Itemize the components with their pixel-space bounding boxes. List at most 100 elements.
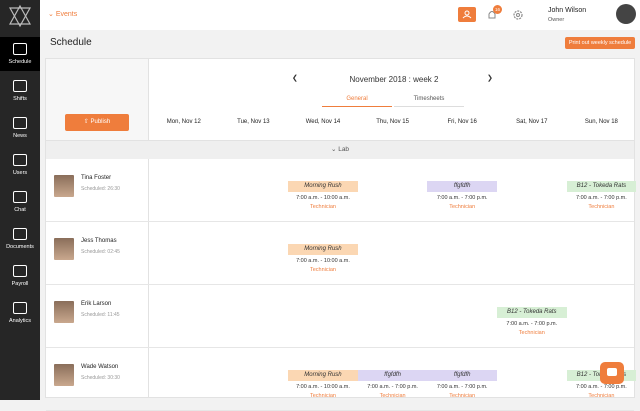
nav-icon: [13, 154, 27, 166]
nav-icon: [13, 191, 27, 203]
nav-item[interactable]: Chat: [0, 185, 40, 219]
employee-hours: Scheduled: 11:45: [81, 312, 120, 318]
day-header: Fri, Nov 16: [447, 119, 477, 125]
employee-hours: Scheduled: 30:30: [81, 375, 120, 381]
user-role: Owner: [548, 17, 565, 23]
employee-name: Wade Watson: [81, 364, 119, 370]
print-button[interactable]: Print out weekly schedule: [565, 37, 635, 49]
shift-time: 7:00 a.m. - 7:00 p.m.: [576, 384, 627, 390]
shift-role: Technician: [449, 393, 476, 399]
logo: [8, 4, 32, 28]
nav-item[interactable]: Schedule: [0, 37, 40, 71]
nav-item[interactable]: Analytics: [0, 296, 40, 330]
nav-label: Shifts: [13, 96, 27, 102]
tab-underline: [322, 106, 392, 107]
employee-hours: Scheduled: 02:45: [81, 249, 120, 255]
user-icon: [462, 10, 472, 19]
week-label: November 2018 : week 2: [349, 75, 439, 84]
employee-name: Tina Foster: [81, 175, 112, 181]
day-header: Sat, Nov 17: [516, 119, 548, 125]
avatar: [54, 364, 74, 386]
group-name: Lab: [338, 146, 350, 153]
nav-icon: [13, 228, 27, 240]
events-link[interactable]: ⌄ Events: [48, 11, 78, 18]
nav-label: Documents: [6, 244, 34, 250]
shift-time: 7:00 a.m. - 7:00 p.m.: [436, 195, 488, 201]
bell-icon[interactable]: [486, 8, 498, 22]
user-name: John Wilson: [548, 7, 587, 14]
divider: [46, 140, 634, 141]
shift-time: 7:00 a.m. - 7:00 p.m.: [367, 384, 418, 390]
chat-button[interactable]: [600, 362, 624, 384]
shift-time: 7:00 a.m. - 10:00 a.m.: [296, 195, 350, 201]
shift-label[interactable]: B12 - Tokeda Rats: [566, 181, 637, 192]
shift-role: Technician: [518, 330, 545, 336]
shift-label[interactable]: ffgfdfh: [427, 181, 497, 192]
tab[interactable]: General: [346, 96, 368, 102]
nav-label: Chat: [14, 207, 26, 213]
shift-label[interactable]: Morning Rush: [288, 181, 358, 192]
tab-underline: [394, 106, 464, 107]
schedule-card: ⇧ Publish ❮ ❯ November 2018 : week 2 ⌄ L…: [45, 58, 637, 411]
nav-icon: [13, 302, 27, 314]
shift-role: Technician: [588, 204, 615, 210]
nav-icon: [13, 80, 27, 92]
prev-week[interactable]: ❮: [292, 75, 298, 82]
shift-label[interactable]: Morning Rush: [288, 370, 358, 381]
nav-item[interactable]: News: [0, 111, 40, 145]
events-text: Events: [55, 11, 78, 18]
shift-label[interactable]: ffgfdfh: [357, 370, 428, 381]
nav-label: Schedule: [8, 59, 32, 65]
nav-item[interactable]: Documents: [0, 222, 40, 256]
shift-time: 7:00 a.m. - 7:00 p.m.: [576, 195, 627, 201]
shift-role: Technician: [449, 204, 476, 210]
shift-time: 7:00 a.m. - 10:00 a.m.: [296, 258, 350, 264]
nav-icon: [13, 265, 27, 277]
nav-icon: [13, 43, 27, 55]
day-header: Mon, Nov 12: [166, 119, 201, 125]
profile-button[interactable]: [458, 7, 476, 22]
notification-badge: 16: [493, 5, 502, 14]
employee-name: Jess Thomas: [81, 238, 117, 244]
tab[interactable]: Timesheets: [413, 96, 445, 102]
shift-label[interactable]: B12 - Tokeda Rats: [497, 307, 567, 318]
employee-name: Erik Larson: [81, 301, 112, 307]
day-header: Tue, Nov 13: [237, 119, 270, 125]
shift-time: 7:00 a.m. - 7:00 p.m.: [506, 321, 558, 327]
next-week[interactable]: ❯: [487, 75, 493, 82]
sidebar: Schedule Shifts News Users Chat Documents Payr…: [0, 0, 40, 400]
avatar: [54, 175, 74, 197]
shift-role: Technician: [309, 267, 336, 273]
avatar: [54, 238, 74, 260]
row-divider: [46, 347, 634, 348]
group-row[interactable]: ⌄ Lab: [46, 141, 634, 159]
chat-icon: [607, 368, 617, 376]
settings-icon[interactable]: [512, 9, 524, 21]
nav-label: Users: [12, 170, 28, 176]
user-avatar[interactable]: [616, 4, 636, 24]
shift-role: Technician: [379, 393, 406, 399]
day-header: Wed, Nov 14: [305, 119, 341, 125]
nav-icon: [13, 117, 27, 129]
row-divider: [46, 284, 634, 285]
divider: [148, 59, 149, 397]
publish-button[interactable]: ⇧ Publish: [65, 114, 129, 131]
shift-time: 7:00 a.m. - 7:00 p.m.: [436, 384, 488, 390]
nav-label: Payroll: [11, 281, 29, 287]
day-header: Thu, Nov 15: [376, 119, 409, 125]
nav-label: Analytics: [8, 318, 31, 324]
nav-item[interactable]: Shifts: [0, 74, 40, 108]
topbar: ⌄ Events 16 John Wilson Owner: [40, 0, 640, 30]
shift-label[interactable]: Morning Rush: [288, 244, 358, 255]
page-title: Schedule: [50, 37, 92, 48]
nav-item[interactable]: Payroll: [0, 259, 40, 293]
shift-label[interactable]: ffgfdfh: [427, 370, 497, 381]
row-divider: [46, 221, 634, 222]
publish-text: Publish: [90, 119, 111, 125]
day-header: Sun, Nov 18: [584, 119, 618, 125]
nav-item[interactable]: Users: [0, 148, 40, 182]
shift-time: 7:00 a.m. - 10:00 a.m.: [296, 384, 350, 390]
employee-hours: Scheduled: 26:30: [81, 186, 120, 192]
shift-role: Technician: [309, 393, 336, 399]
